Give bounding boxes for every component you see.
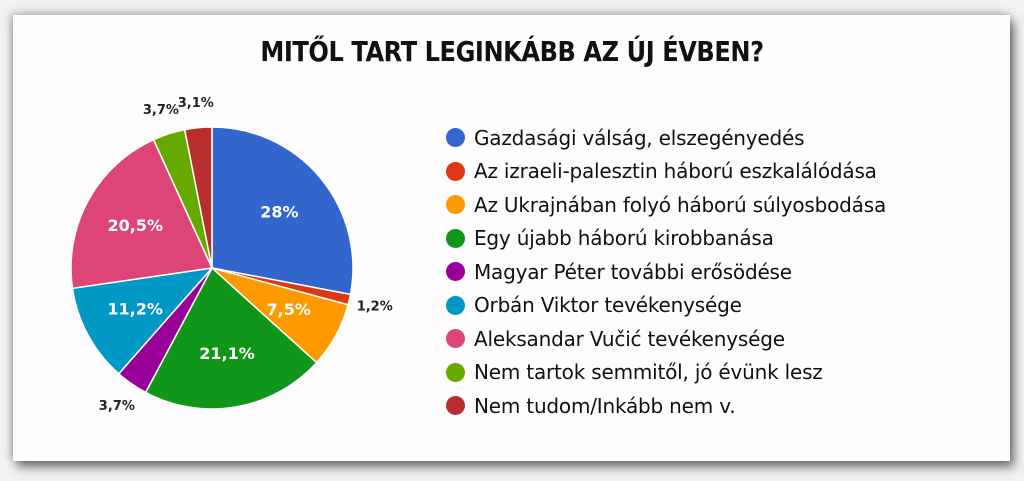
legend-item: Nem tartok semmitől, jó évünk lesz <box>446 356 886 390</box>
slice-value-label: 7,5% <box>267 300 311 319</box>
legend-label: Aleksandar Vučić tevékenysége <box>474 326 785 351</box>
legend-color-dot-icon <box>446 228 465 248</box>
legend-item: Magyar Péter további erősödése <box>446 255 886 289</box>
slice-value-label: 1,2% <box>357 299 393 314</box>
chart-title: MITŐL TART LEGINKÁBB AZ ÚJ ÉVBEN? <box>260 35 764 68</box>
slice-value-label: 3,1% <box>178 96 214 111</box>
legend: Gazdasági válság, elszegényedés Az izrael… <box>446 121 886 423</box>
legend-label: Az izraeli-palesztin háború eszkalálódás… <box>474 159 877 184</box>
legend-item: Az Ukrajnában folyó háború súlyosbodása <box>446 188 886 222</box>
pie-slice <box>71 266 214 375</box>
legend-color-dot-icon <box>446 161 465 181</box>
legend-label: Egy újabb háború kirobbanása <box>474 226 774 251</box>
pie-slice <box>70 138 214 290</box>
legend-label: Gazdasági válság, elszegényedés <box>474 125 805 150</box>
legend-item: Aleksandar Vučić tevékenysége <box>446 322 886 356</box>
legend-label: Az Ukrajnában folyó háború súlyosbodása <box>474 192 886 217</box>
legend-color-dot-icon <box>446 128 465 148</box>
pie-slice <box>211 126 354 296</box>
legend-label: Orbán Viktor tevékenysége <box>474 293 742 318</box>
legend-color-dot-icon <box>446 262 465 282</box>
slice-value-label: 3,7% <box>99 399 135 414</box>
slice-value-label: 28% <box>260 202 298 221</box>
legend-color-dot-icon <box>446 295 465 315</box>
legend-item: Gazdasági válság, elszegényedés <box>446 121 886 155</box>
pie-slice <box>183 126 213 269</box>
legend-color-dot-icon <box>446 195 465 215</box>
legend-item: Nem tudom/Inkább nem v. <box>446 389 886 423</box>
pie-slice <box>144 266 318 410</box>
legend-item: Orbán Viktor tevékenysége <box>446 289 886 323</box>
legend-label: Nem tudom/Inkább nem v. <box>474 393 736 418</box>
legend-color-dot-icon <box>446 396 465 416</box>
slice-value-label: 21,1% <box>199 344 255 363</box>
legend-label: Magyar Péter további erősödése <box>474 259 792 284</box>
legend-label: Nem tartok semmitől, jó évünk lesz <box>474 360 823 385</box>
legend-color-dot-icon <box>446 362 465 382</box>
legend-color-dot-icon <box>446 329 465 349</box>
slice-value-label: 3,7% <box>143 103 179 118</box>
legend-item: Az izraeli-palesztin háború eszkalálódás… <box>446 155 886 189</box>
slice-value-label: 20,5% <box>108 216 164 235</box>
slice-value-label: 11,2% <box>107 300 163 319</box>
legend-item: Egy újabb háború kirobbanása <box>446 222 886 256</box>
